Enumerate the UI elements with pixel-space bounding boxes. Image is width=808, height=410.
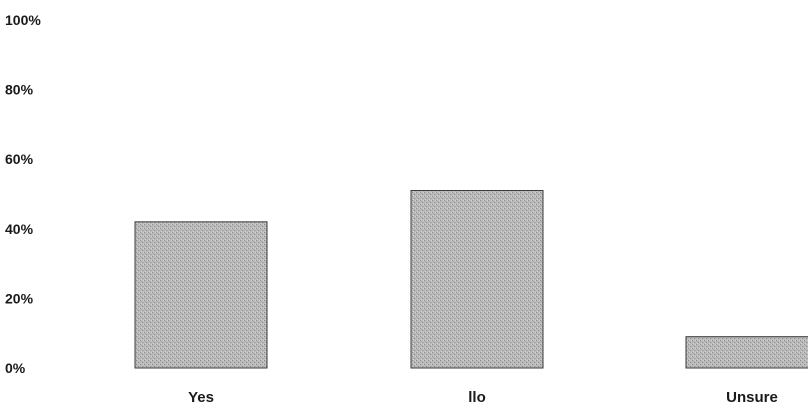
y-tick-label: 0% — [5, 360, 26, 376]
y-tick-label: 60% — [5, 151, 34, 167]
x-category-label: llo — [468, 389, 486, 406]
x-category-label: Unsure — [726, 389, 778, 406]
x-axis-category-labels: Yes llo Unsure — [188, 389, 778, 406]
bar-unsure — [685, 336, 808, 369]
y-tick-label: 80% — [5, 82, 34, 98]
bar-yes — [134, 221, 268, 369]
bar-no — [410, 190, 544, 369]
y-tick-label: 20% — [5, 290, 34, 306]
bar-series — [134, 190, 808, 369]
y-tick-label: 40% — [5, 221, 34, 237]
x-category-label: Yes — [188, 389, 214, 406]
y-axis-tick-labels: 0% 20% 40% 60% 80% 100% — [5, 12, 41, 376]
y-tick-label: 100% — [5, 12, 41, 28]
